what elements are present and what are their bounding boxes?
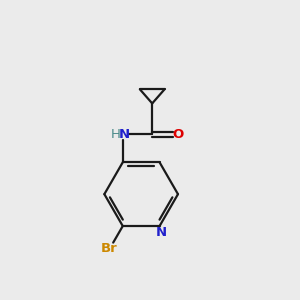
Text: N: N (155, 226, 167, 239)
Text: Br: Br (101, 242, 118, 256)
Text: N: N (119, 128, 130, 141)
Text: H: H (110, 128, 120, 141)
Text: O: O (173, 128, 184, 141)
